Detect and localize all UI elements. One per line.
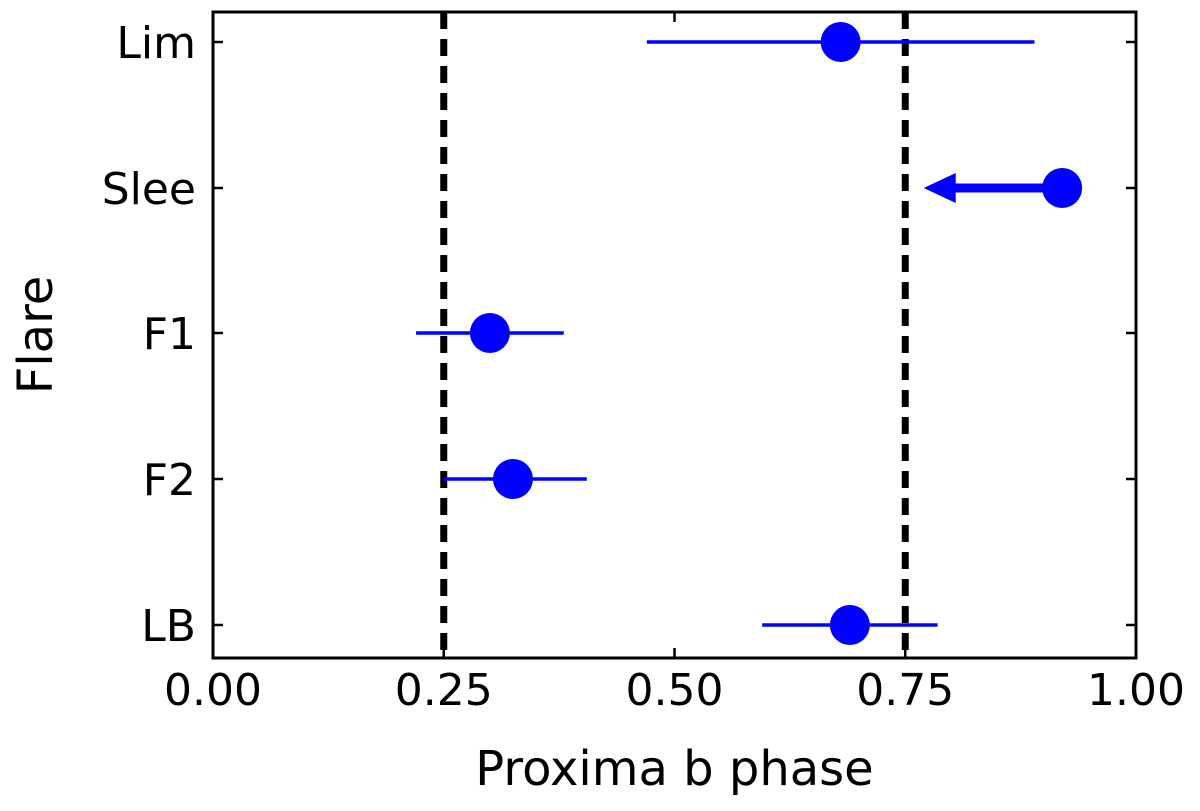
error-bars [416,40,1063,627]
x-tick-label: 0.50 [626,665,724,716]
y-tick-label: F2 [143,455,196,506]
x-tick-label: 0.00 [164,665,262,716]
data-markers [469,22,1083,645]
upper-limit-arrow-head [923,173,956,203]
x-axis-label: Proxima b phase [475,741,873,797]
data-point [469,313,510,353]
x-tick-label: 0.75 [856,665,954,716]
reference-lines [440,12,909,658]
y-tick-labels: Lim Slee F1 F2 LB [102,18,196,652]
y-tick-label: F1 [143,309,196,360]
data-point [829,605,870,645]
x-tick-labels: 0.00 0.25 0.50 0.75 1.00 [164,665,1185,716]
y-tick-label: Slee [102,164,196,215]
plot-frame [211,10,1138,660]
data-point [820,22,861,62]
y-axis-label: Flare [8,276,64,395]
x-tick-label: 1.00 [1087,665,1185,716]
y-tick-label: Lim [116,18,196,69]
axis-ticks [211,12,1138,658]
data-point [1042,168,1083,208]
y-tick-label: LB [141,601,196,652]
data-point [492,459,533,499]
x-tick-label: 0.25 [395,665,493,716]
